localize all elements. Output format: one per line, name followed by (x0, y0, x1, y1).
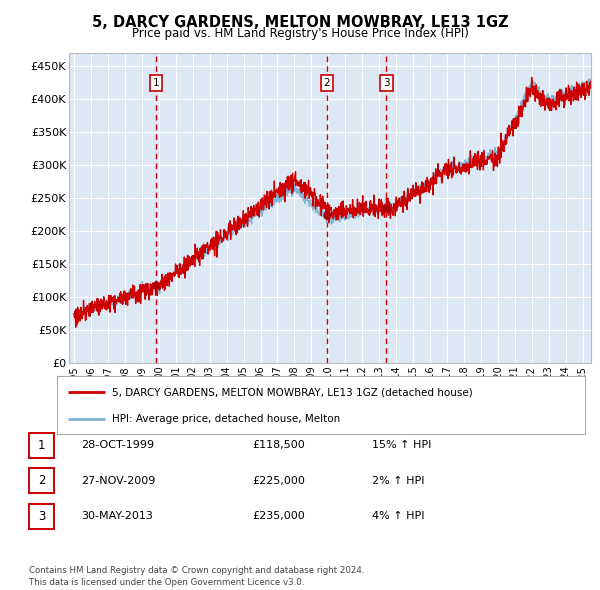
Text: 5, DARCY GARDENS, MELTON MOWBRAY, LE13 1GZ: 5, DARCY GARDENS, MELTON MOWBRAY, LE13 1… (92, 15, 508, 30)
Text: Price paid vs. HM Land Registry's House Price Index (HPI): Price paid vs. HM Land Registry's House … (131, 27, 469, 40)
Text: £235,000: £235,000 (252, 512, 305, 521)
Text: 15% ↑ HPI: 15% ↑ HPI (372, 441, 431, 450)
Text: 4% ↑ HPI: 4% ↑ HPI (372, 512, 425, 521)
Text: 3: 3 (38, 510, 45, 523)
Text: £225,000: £225,000 (252, 476, 305, 486)
Text: 30-MAY-2013: 30-MAY-2013 (81, 512, 153, 521)
Text: 3: 3 (383, 78, 389, 88)
Text: HPI: Average price, detached house, Melton: HPI: Average price, detached house, Melt… (112, 414, 341, 424)
Text: 28-OCT-1999: 28-OCT-1999 (81, 441, 154, 450)
Text: 2% ↑ HPI: 2% ↑ HPI (372, 476, 425, 486)
Text: 2: 2 (323, 78, 330, 88)
Text: 2: 2 (38, 474, 45, 487)
Text: Contains HM Land Registry data © Crown copyright and database right 2024.
This d: Contains HM Land Registry data © Crown c… (29, 566, 364, 587)
Text: 1: 1 (152, 78, 159, 88)
Text: £118,500: £118,500 (252, 441, 305, 450)
Text: 1: 1 (38, 439, 45, 452)
Text: 5, DARCY GARDENS, MELTON MOWBRAY, LE13 1GZ (detached house): 5, DARCY GARDENS, MELTON MOWBRAY, LE13 1… (112, 387, 473, 397)
Text: 27-NOV-2009: 27-NOV-2009 (81, 476, 155, 486)
